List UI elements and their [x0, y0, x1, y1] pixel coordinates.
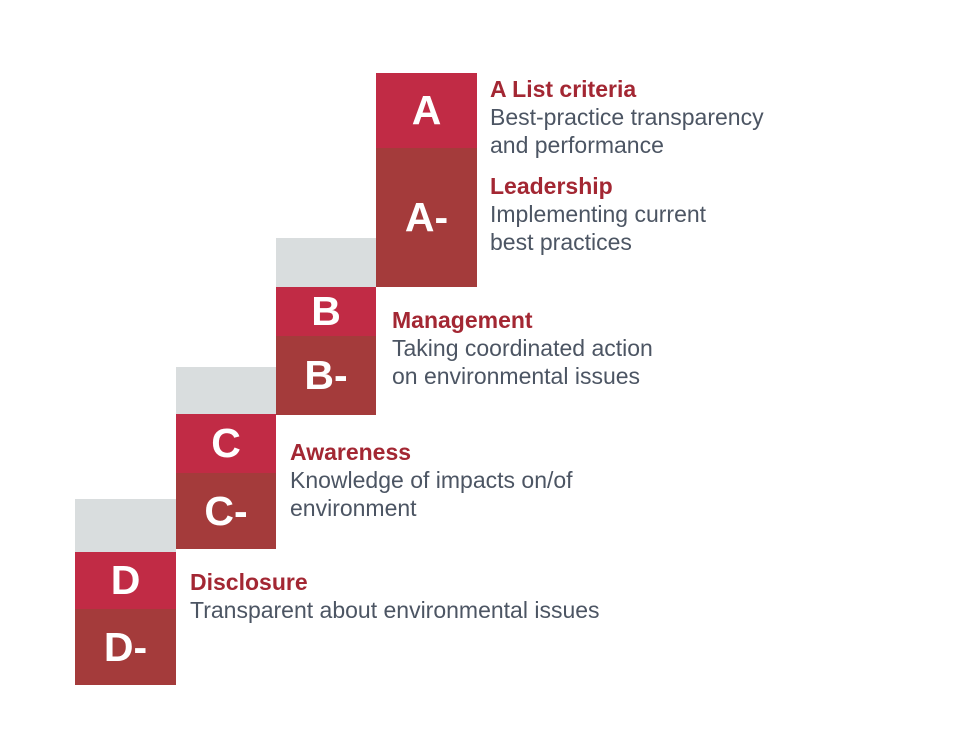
grade-label-c: C — [211, 420, 241, 466]
grade-label-c-minus: C- — [204, 487, 248, 534]
tier-title-management: Management — [392, 307, 533, 333]
grade-label-b: B — [311, 288, 341, 334]
tier-description-line: Implementing current — [490, 201, 707, 227]
tier-description-line: and performance — [490, 132, 664, 158]
grade-label-d: D — [110, 557, 141, 603]
tier-label-disclosure: Disclosure Transparent about environment… — [190, 568, 600, 624]
tier-label-management: Management Taking coordinated action on … — [392, 306, 653, 390]
grade-label-d-minus: D- — [103, 623, 148, 670]
tier-title-a-list: A List criteria — [490, 76, 637, 102]
grade-block-d: D — [75, 552, 176, 609]
step-riser-c — [176, 367, 276, 414]
tier-description-line: best practices — [490, 229, 632, 255]
step-riser-d — [75, 499, 176, 552]
tier-title-leadership: Leadership — [490, 173, 613, 199]
grade-label-b-minus: B- — [304, 352, 348, 398]
grade-block-a: A — [376, 73, 477, 148]
tier-title-disclosure: Disclosure — [190, 569, 308, 595]
grade-block-c-minus: C- — [176, 473, 276, 549]
tier-description-line: environment — [290, 495, 417, 521]
tier-description-line: Transparent about environmental issues — [190, 597, 600, 623]
tier-description-line: Taking coordinated action — [392, 335, 653, 361]
grade-block-a-minus: A- — [376, 148, 477, 287]
grade-label-a: A — [411, 87, 442, 133]
tier-label-leadership: Leadership Implementing current best pra… — [490, 172, 706, 256]
grade-block-d-minus: D- — [75, 609, 176, 685]
grade-block-b: B — [276, 287, 376, 336]
grade-block-c: C — [176, 414, 276, 473]
tier-description-line: Knowledge of impacts on/of — [290, 467, 573, 493]
tier-label-a-list: A List criteria Best-practice transparen… — [490, 75, 764, 159]
grade-block-b-minus: B- — [276, 336, 376, 415]
tier-title-awareness: Awareness — [290, 439, 412, 465]
tier-description-line: Best-practice transparency — [490, 104, 764, 130]
grade-label-a-minus: A- — [404, 194, 449, 240]
tier-description-line: on environmental issues — [392, 363, 641, 389]
tier-label-awareness: Awareness Knowledge of impacts on/of env… — [290, 438, 573, 522]
step-riser-b — [276, 238, 376, 287]
